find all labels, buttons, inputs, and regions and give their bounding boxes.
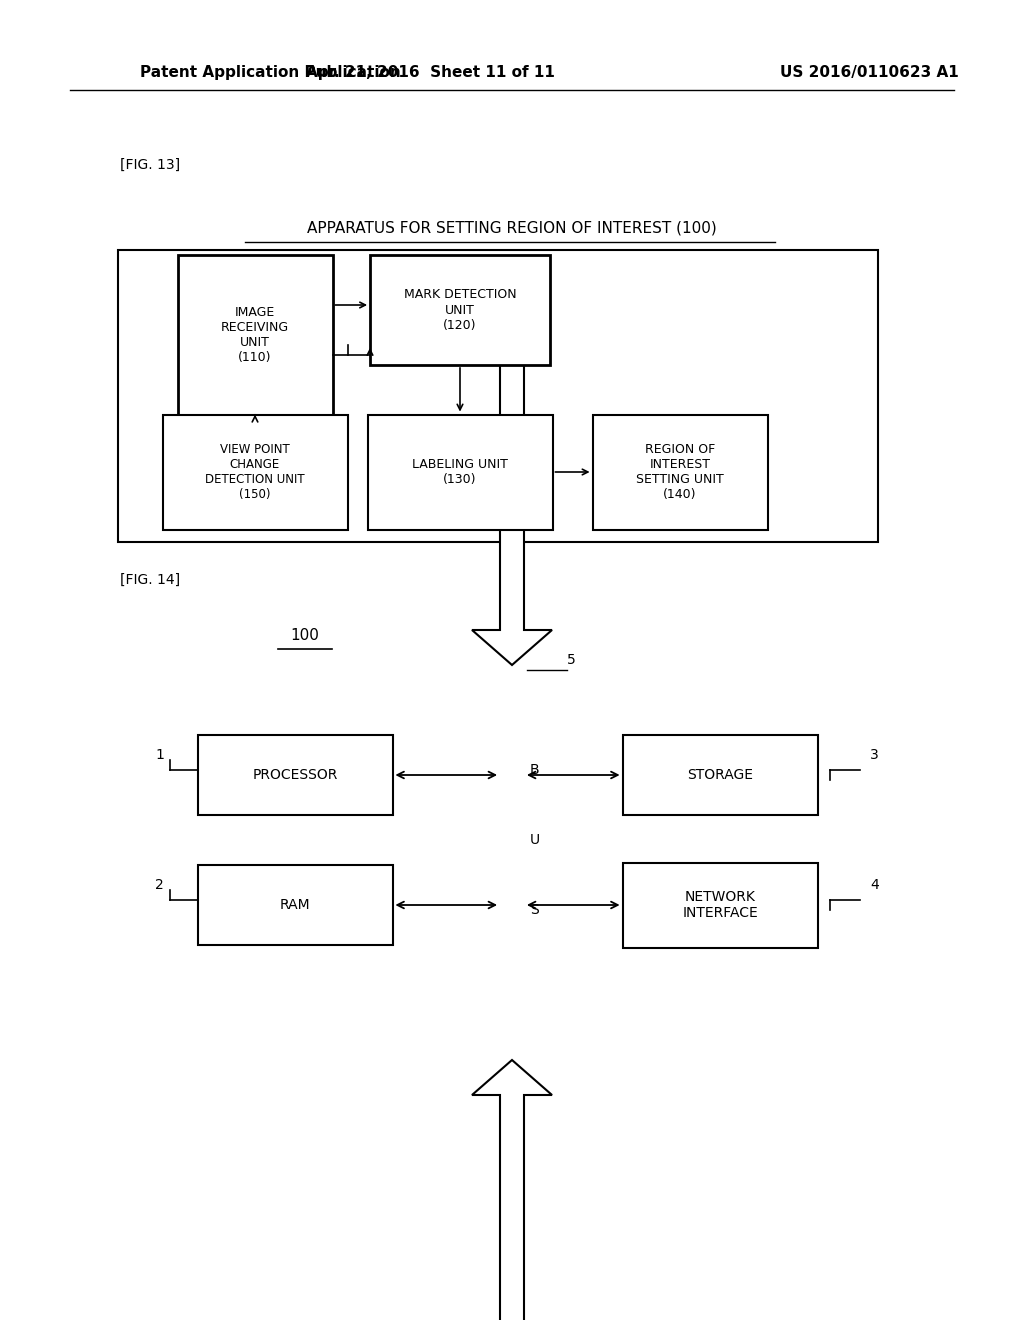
Text: 5: 5 bbox=[567, 653, 575, 667]
Polygon shape bbox=[472, 319, 552, 665]
Text: Apr. 21, 2016  Sheet 11 of 11: Apr. 21, 2016 Sheet 11 of 11 bbox=[305, 65, 554, 79]
Bar bbox=[198, 735, 392, 814]
Text: 3: 3 bbox=[870, 748, 879, 762]
Text: 100: 100 bbox=[291, 627, 319, 643]
Text: RAM: RAM bbox=[280, 898, 310, 912]
Text: 4: 4 bbox=[870, 878, 879, 892]
Text: B: B bbox=[530, 763, 540, 777]
Text: [FIG. 14]: [FIG. 14] bbox=[120, 573, 180, 587]
Text: NETWORK
INTERFACE: NETWORK INTERFACE bbox=[682, 890, 758, 920]
Text: MARK DETECTION
UNIT
(120): MARK DETECTION UNIT (120) bbox=[403, 289, 516, 331]
Text: PROCESSOR: PROCESSOR bbox=[252, 768, 338, 781]
Polygon shape bbox=[472, 1060, 552, 1320]
Text: 1: 1 bbox=[155, 748, 164, 762]
Bar bbox=[163, 414, 347, 529]
Text: VIEW POINT
CHANGE
DETECTION UNIT
(150): VIEW POINT CHANGE DETECTION UNIT (150) bbox=[205, 444, 305, 502]
Bar bbox=[623, 735, 817, 814]
Bar bbox=[593, 414, 768, 529]
Text: APPARATUS FOR SETTING REGION OF INTEREST (100): APPARATUS FOR SETTING REGION OF INTEREST… bbox=[307, 220, 717, 235]
Bar bbox=[118, 249, 878, 543]
Bar bbox=[370, 255, 550, 366]
Text: IMAGE
RECEIVING
UNIT
(110): IMAGE RECEIVING UNIT (110) bbox=[221, 306, 289, 364]
Text: S: S bbox=[530, 903, 539, 917]
Bar bbox=[198, 865, 392, 945]
Text: 2: 2 bbox=[155, 878, 164, 892]
Text: US 2016/0110623 A1: US 2016/0110623 A1 bbox=[780, 65, 958, 79]
Bar bbox=[368, 414, 553, 529]
Text: REGION OF
INTEREST
SETTING UNIT
(140): REGION OF INTEREST SETTING UNIT (140) bbox=[636, 444, 724, 502]
Bar bbox=[177, 255, 333, 414]
Text: STORAGE: STORAGE bbox=[687, 768, 753, 781]
Text: LABELING UNIT
(130): LABELING UNIT (130) bbox=[412, 458, 508, 486]
Text: [FIG. 13]: [FIG. 13] bbox=[120, 158, 180, 172]
Bar bbox=[623, 862, 817, 948]
Text: U: U bbox=[530, 833, 540, 847]
Text: Patent Application Publication: Patent Application Publication bbox=[140, 65, 400, 79]
